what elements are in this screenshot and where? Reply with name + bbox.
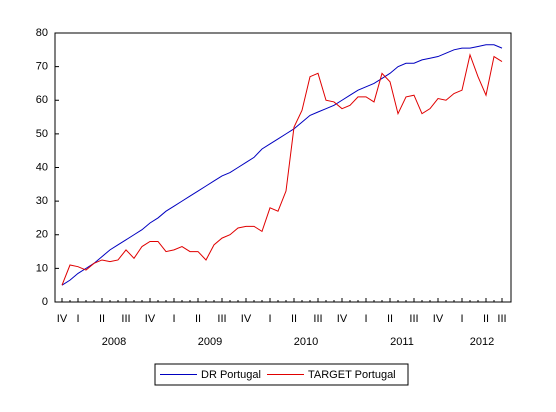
x-tick-label: II bbox=[195, 313, 201, 325]
x-tick-label: II bbox=[99, 313, 105, 325]
x-tick-label: III bbox=[121, 313, 130, 325]
x-tick-label: I bbox=[268, 313, 271, 325]
y-tick-label: 30 bbox=[36, 195, 48, 207]
series-line bbox=[61, 44, 503, 286]
y-tick-label: 0 bbox=[42, 296, 48, 308]
y-tick-label: 20 bbox=[36, 229, 48, 241]
y-tick-label: 70 bbox=[36, 61, 48, 73]
series-line bbox=[61, 53, 503, 286]
x-tick-label: III bbox=[313, 313, 322, 325]
x-tick-label: I bbox=[364, 313, 367, 325]
x-tick-label: III bbox=[409, 313, 418, 325]
x-tick-label: II bbox=[483, 313, 489, 325]
legend-label: DR Portugal bbox=[201, 369, 261, 381]
y-tick-label: 40 bbox=[36, 161, 48, 173]
legend-label: TARGET Portugal bbox=[308, 369, 396, 381]
x-tick-label: I bbox=[460, 313, 463, 325]
x-tick-label: I bbox=[172, 313, 175, 325]
x-tick-label: IV bbox=[145, 313, 156, 325]
year-label: 2011 bbox=[390, 336, 414, 348]
y-tick-label: 60 bbox=[36, 94, 48, 106]
year-label: 2012 bbox=[470, 336, 494, 348]
year-label: 2009 bbox=[198, 336, 222, 348]
x-tick-label: I bbox=[76, 313, 79, 325]
plot-frame bbox=[54, 32, 512, 303]
x-tick-label: II bbox=[291, 313, 297, 325]
y-tick-label: 50 bbox=[36, 128, 48, 140]
x-tick-label: IV bbox=[57, 313, 68, 325]
year-label: 2008 bbox=[102, 336, 126, 348]
x-tick-label: IV bbox=[241, 313, 252, 325]
x-tick-label: IV bbox=[433, 313, 444, 325]
year-label: 2010 bbox=[294, 336, 318, 348]
y-tick-label: 10 bbox=[36, 262, 48, 274]
x-tick-label: III bbox=[217, 313, 226, 325]
x-tick-label: II bbox=[387, 313, 393, 325]
y-tick-label: 80 bbox=[36, 27, 48, 39]
x-tick-label: III bbox=[497, 313, 506, 325]
x-tick-label: IV bbox=[337, 313, 348, 325]
